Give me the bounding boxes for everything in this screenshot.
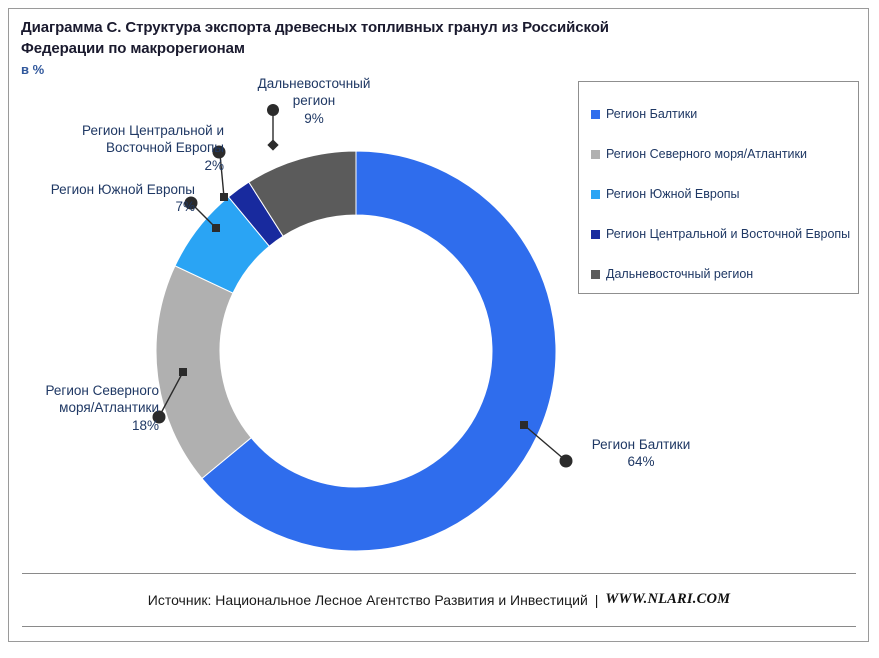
footer-divider-top — [22, 573, 856, 574]
callout-central-eastern-europe: Регион Центральной и Восточной Европы 2% — [82, 123, 224, 173]
callout-north-sea-atlantic: Регион Северного моря/Атлантики 18% — [45, 383, 160, 433]
chart-subtitle: в % — [21, 61, 45, 77]
source-text: Источник: Национальное Лесное Агентство … — [147, 591, 588, 608]
legend-item[interactable]: Регион Центральной и Восточной Европы — [591, 214, 858, 254]
legend-swatch-icon — [591, 189, 600, 199]
footer-separator: | — [594, 591, 599, 608]
legend-item[interactable]: Регион Балтики — [591, 94, 858, 134]
legend-item-label: Регион Южной Европы — [606, 187, 740, 201]
donut-slices — [155, 150, 557, 552]
legend-swatch-icon — [591, 229, 600, 239]
legend-item-label: Дальневосточный регион — [606, 267, 754, 281]
legend-item-label: Регион Центральной и Восточной Европы — [606, 227, 851, 241]
footer: Источник: Национальное Лесное Агентство … — [22, 573, 856, 626]
legend-swatch-icon — [591, 149, 600, 159]
legend: Регион Балтики Регион Северного моря/Атла… — [578, 81, 859, 294]
source-url[interactable]: WWW.NLARI.COM — [605, 591, 731, 607]
donut-slice[interactable] — [201, 150, 557, 552]
donut-slice[interactable] — [227, 181, 284, 247]
page-title: Диаграмма C. Структура экспорта древесны… — [21, 19, 609, 58]
callout-far-east: Дальневосточный регион 9% — [257, 76, 371, 126]
chart-frame: Диаграмма C. Структура экспорта древесны… — [8, 8, 869, 642]
legend-swatch-icon — [591, 109, 600, 119]
legend-swatch-icon — [591, 269, 600, 279]
footer-divider-bottom — [22, 626, 856, 627]
legend-item[interactable]: Дальневосточный регион — [591, 254, 858, 294]
legend-item[interactable]: Регион Северного моря/Атлантики — [591, 134, 858, 174]
callout-baltic: Регион Балтики 64% — [591, 437, 691, 470]
legend-item[interactable]: Регион Южной Европы — [591, 174, 858, 214]
legend-item-label: Регион Балтики — [606, 107, 698, 121]
legend-item-label: Регион Северного моря/Атлантики — [606, 147, 807, 161]
donut-slice[interactable] — [155, 265, 252, 480]
callout-southern-europe: Регион Южной Европы 7% — [50, 182, 195, 215]
donut-slice[interactable] — [248, 150, 357, 237]
title-block: Диаграмма C. Структура экспорта древесны… — [21, 17, 661, 77]
